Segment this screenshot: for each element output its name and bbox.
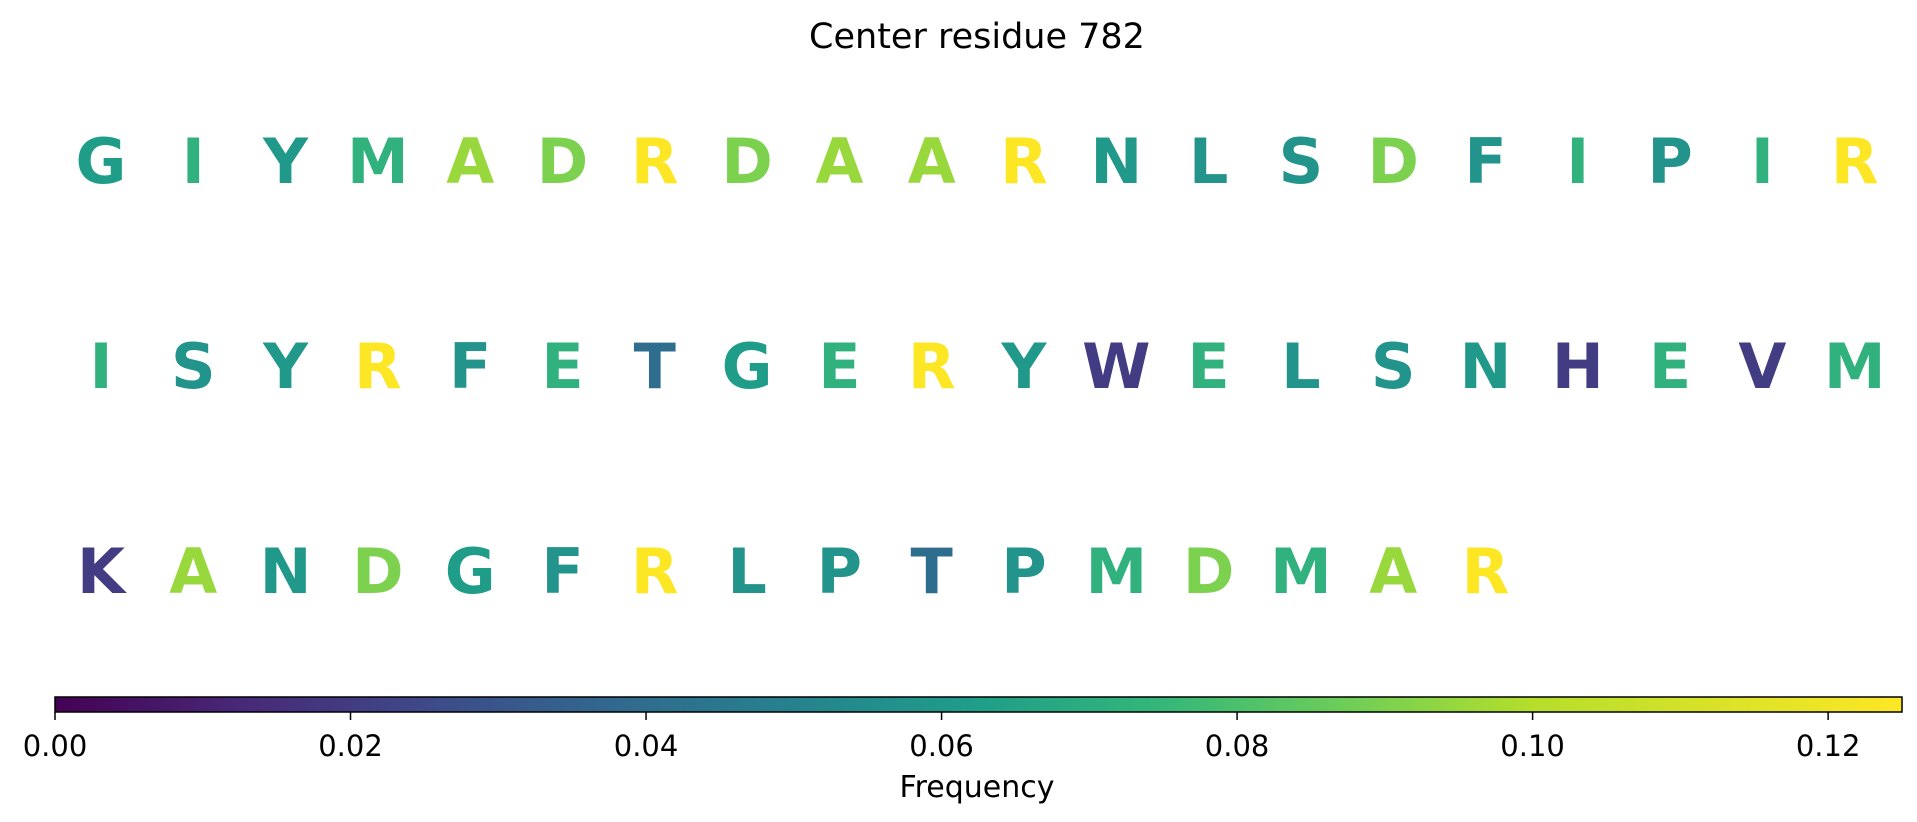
residue-letter: N	[260, 535, 312, 608]
colorbar-ticks: 0.00 0.02 0.04 0.06 0.08 0.10 0.12	[23, 712, 1861, 763]
colorbar-gradient	[55, 697, 1902, 712]
residue-letter: E	[1649, 330, 1691, 403]
residue-letters: G I Y M A D R D A A R N L S D F I P I RI S Y R F E T G E R Y W E L S N H E V M…	[76, 125, 1886, 608]
residue-letter: V	[1738, 330, 1786, 403]
colorbar-tick-label: 0.02	[318, 729, 383, 763]
residue-letter: A	[908, 125, 956, 198]
residue-letter: E	[818, 330, 860, 403]
residue-letter: M	[1824, 330, 1886, 403]
colorbar-tick-label: 0.08	[1205, 729, 1270, 763]
residue-letter: M	[1270, 535, 1332, 608]
residue-letter: I	[182, 125, 205, 198]
chart-title: Center residue 782	[809, 17, 1145, 57]
colorbar: 0.00 0.02 0.04 0.06 0.08 0.10 0.12 Frequency	[23, 696, 1903, 805]
colorbar-label: Frequency	[900, 770, 1055, 805]
residue-letter: R	[1000, 125, 1048, 198]
residue-letter: W	[1082, 330, 1150, 403]
colorbar-tick-label: 0.06	[909, 729, 974, 763]
residue-letter: N	[1090, 125, 1142, 198]
residue-letter: G	[76, 125, 127, 198]
residue-letter: E	[541, 330, 583, 403]
residue-letter: I	[89, 330, 112, 403]
residue-letter: E	[1187, 330, 1229, 403]
residue-letter: D	[352, 535, 403, 608]
residue-letter: Y	[1001, 330, 1048, 403]
residue-letter: L	[1189, 125, 1229, 198]
residue-letter: M	[347, 125, 409, 198]
residue-letter: D	[721, 125, 772, 198]
colorbar-frame	[54, 696, 1903, 713]
colorbar-tick-label: 0.00	[23, 729, 88, 763]
residue-letter: F	[541, 535, 583, 608]
residue-letter: D	[537, 125, 588, 198]
residue-letter: D	[1183, 535, 1234, 608]
residue-letter: P	[1001, 535, 1046, 608]
residue-letter: R	[631, 535, 679, 608]
residue-letter: G	[445, 535, 496, 608]
residue-letter: Y	[262, 125, 309, 198]
residue-letter: K	[77, 535, 127, 608]
residue-letter: N	[1460, 330, 1512, 403]
residue-letter: P	[817, 535, 862, 608]
residue-letter: M	[1085, 535, 1147, 608]
residue-letter: R	[354, 330, 402, 403]
residue-letter: R	[1831, 125, 1879, 198]
residue-letter: A	[815, 125, 863, 198]
residue-letter: Y	[262, 330, 309, 403]
residue-letter: H	[1552, 330, 1604, 403]
residue-letter: R	[631, 125, 679, 198]
residue-letter: T	[911, 535, 953, 608]
residue-letter: S	[171, 330, 216, 403]
residue-letter: I	[1751, 125, 1774, 198]
colorbar-tick-label: 0.04	[614, 729, 679, 763]
residue-letter: A	[1369, 535, 1417, 608]
residue-letter: S	[1279, 125, 1324, 198]
residue-letter: G	[722, 330, 773, 403]
residue-letter: R	[908, 330, 956, 403]
residue-letter: T	[634, 330, 676, 403]
residue-letter: P	[1647, 125, 1692, 198]
residue-letter: R	[1462, 535, 1510, 608]
residue-letter: I	[1566, 125, 1589, 198]
residue-letter: A	[169, 535, 217, 608]
colorbar-tick-label: 0.12	[1796, 729, 1861, 763]
colorbar-tick-label: 0.10	[1500, 729, 1565, 763]
residue-letter: L	[1281, 330, 1321, 403]
residue-letter: F	[1464, 125, 1506, 198]
residue-letter: L	[727, 535, 767, 608]
residue-letter: S	[1371, 330, 1416, 403]
residue-letter: D	[1367, 125, 1418, 198]
residue-letter: A	[446, 125, 494, 198]
residue-letter: F	[449, 330, 491, 403]
